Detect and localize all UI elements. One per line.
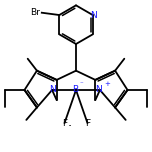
Text: +: +: [104, 81, 110, 87]
Text: Br: Br: [30, 8, 40, 17]
Text: B: B: [72, 85, 78, 95]
Text: F: F: [85, 119, 90, 128]
Text: N: N: [90, 10, 97, 19]
Text: .: .: [67, 116, 72, 129]
Text: N: N: [96, 85, 102, 95]
Text: ⁻: ⁻: [80, 81, 84, 87]
Text: F: F: [62, 119, 67, 128]
Text: N: N: [49, 85, 55, 95]
